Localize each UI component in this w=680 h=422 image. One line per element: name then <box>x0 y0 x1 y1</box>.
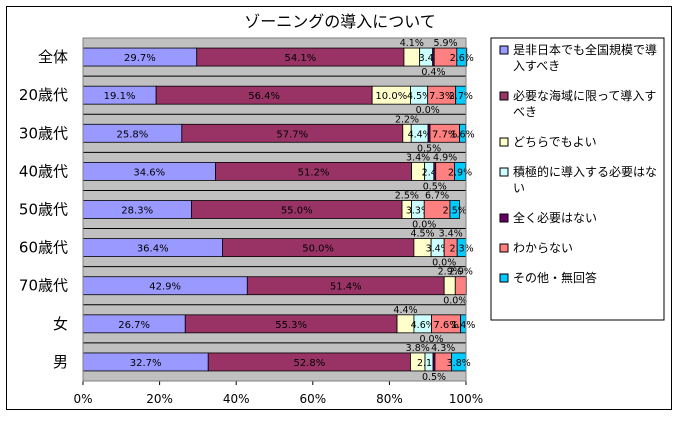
data-label: 55.0% <box>281 206 313 217</box>
category-label: 男 <box>53 353 68 371</box>
category-label: 50歳代 <box>19 201 68 219</box>
data-label: 52.8% <box>293 358 325 369</box>
data-label: 2.5% <box>395 191 419 202</box>
data-label: 57.7% <box>276 129 308 140</box>
legend-label: どちらでもよい <box>513 135 597 149</box>
data-label: 1.6% <box>450 129 474 140</box>
data-label: 3.8% <box>447 358 471 369</box>
data-label: 0.0% <box>432 258 456 269</box>
data-label: 3.4 <box>419 53 434 64</box>
data-label: 28.3% <box>121 206 153 217</box>
data-label: 7.3% <box>429 91 454 102</box>
data-label: 25.8% <box>117 129 149 140</box>
data-label: 4.6% <box>411 320 435 331</box>
data-label: 5.9% <box>433 38 457 49</box>
category-label: 40歳代 <box>19 162 68 180</box>
data-label: 2.6% <box>450 53 474 64</box>
legend-label: その他・無回答 <box>513 270 597 285</box>
data-label: 51.2% <box>298 167 330 178</box>
data-label: 50.0% <box>302 244 334 255</box>
data-label: 7.6% <box>433 320 458 331</box>
bar-segment <box>403 47 421 67</box>
data-label: 3.3% <box>406 206 430 217</box>
bar-segment <box>449 200 460 219</box>
data-label: 4.4% <box>408 129 432 140</box>
legend-label: 是非日本でも全国規模で導入すべき <box>513 42 657 73</box>
data-label: 2.9% <box>448 167 472 178</box>
data-label: 3.8% <box>406 343 430 354</box>
legend-swatch <box>499 213 509 223</box>
legend-swatch <box>499 167 509 177</box>
data-label: 2.9% <box>449 267 473 278</box>
data-label: 0.0% <box>412 220 436 231</box>
data-label: 0.5% <box>417 143 441 154</box>
data-label: 0.4% <box>421 67 445 78</box>
category-label: 全体 <box>38 48 68 66</box>
data-label: 3.4% <box>439 229 463 240</box>
data-label: 54.1% <box>284 53 316 64</box>
category-label: 女 <box>53 315 68 333</box>
data-label: 7.7% <box>432 129 457 140</box>
x-tick-label: 0% <box>73 392 92 406</box>
bar-segment <box>443 276 456 296</box>
data-label: 6.7% <box>425 191 449 202</box>
data-label: 0.0% <box>443 296 467 307</box>
data-label: 0.0% <box>416 105 440 116</box>
chart-title: ゾーニングの導入について <box>244 12 436 31</box>
x-tick-label: 60% <box>299 392 326 406</box>
data-label: 36.4% <box>137 244 169 255</box>
legend-label: わからない <box>513 241 573 255</box>
data-label: 4.5% <box>410 229 434 240</box>
data-label: 2.5% <box>443 206 467 217</box>
data-label: 2.3% <box>450 244 474 255</box>
x-tick-label: 20% <box>146 392 173 406</box>
data-label: 29.7% <box>124 53 156 64</box>
data-label: 2.7% <box>449 91 473 102</box>
data-label: 34.6% <box>133 167 165 178</box>
x-tick-label: 40% <box>223 392 250 406</box>
data-label: 10.0% <box>375 91 407 102</box>
legend-label: 必要な海域に限って導入すべき <box>513 88 656 119</box>
data-label: 55.3% <box>275 320 307 331</box>
category-label: 20歳代 <box>19 86 68 104</box>
legend-swatch <box>499 137 509 147</box>
data-label: 42.9% <box>149 282 181 293</box>
data-label: 19.1% <box>104 91 136 102</box>
x-tick-label: 100% <box>449 392 483 406</box>
bar-segment <box>454 276 467 296</box>
bar-segment <box>456 47 468 67</box>
legend-swatch <box>499 45 509 55</box>
x-tick-label: 80% <box>376 392 403 406</box>
data-label: 0.5% <box>422 372 446 383</box>
data-label: 2.4 <box>422 167 437 178</box>
data-label: 3.4% <box>406 152 430 163</box>
category-label: 30歳代 <box>19 124 68 142</box>
category-label: 60歳代 <box>19 239 68 257</box>
legend-label: 積極的に導入する必要はない <box>513 164 657 195</box>
data-label: 0.0% <box>419 334 443 345</box>
legend-swatch <box>499 273 509 283</box>
legend-box <box>490 37 665 321</box>
data-label: 1.4% <box>451 320 475 331</box>
data-label: 26.7% <box>118 320 150 331</box>
data-label: 2.9% <box>438 267 462 278</box>
data-label: 3.4% <box>426 244 450 255</box>
data-label: 2.2% <box>395 114 419 125</box>
data-label: 51.4% <box>330 282 362 293</box>
category-label: 70歳代 <box>19 277 68 295</box>
legend-swatch <box>499 243 509 253</box>
data-label: 4.1% <box>400 38 424 49</box>
data-label: 4.5% <box>407 91 431 102</box>
data-label: 32.7% <box>130 358 162 369</box>
data-label: 2.1% <box>417 358 441 369</box>
data-label: 0.5% <box>423 181 447 192</box>
data-label: 4.9% <box>433 152 457 163</box>
legend-label: 全く必要はない <box>513 210 597 225</box>
legend-swatch <box>499 91 509 101</box>
data-label: 4.3% <box>431 343 455 354</box>
plot-border <box>82 37 467 382</box>
data-label: 4.4% <box>393 305 417 316</box>
data-label: 56.4% <box>248 91 280 102</box>
